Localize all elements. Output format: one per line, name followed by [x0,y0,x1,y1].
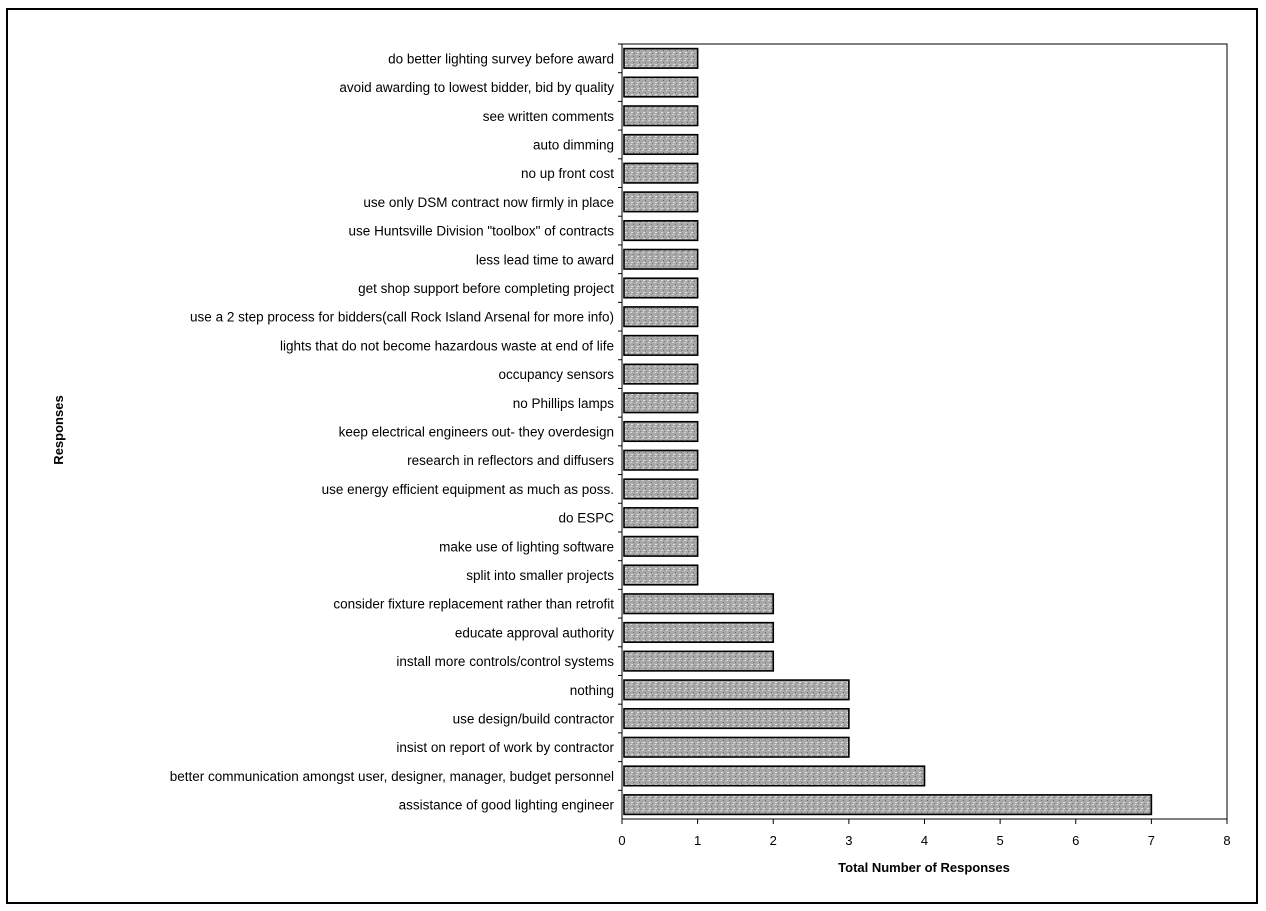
category-label: use only DSM contract now firmly in plac… [363,195,614,210]
category-label: do ESPC [558,511,614,526]
category-label: occupancy sensors [498,367,614,382]
x-tick-label: 7 [1148,833,1155,848]
x-tick-label: 2 [770,833,777,848]
x-tick-label: 5 [997,833,1004,848]
bar [623,220,699,242]
x-ticks-group: 0 1 2 3 4 5 6 7 8 [618,819,1231,848]
y-axis-title: Responses [51,395,66,464]
category-label: assistance of good lighting engineer [399,798,615,813]
x-tick-label: 0 [618,833,625,848]
bar [623,765,926,787]
category-label: use design/build contractor [453,712,615,727]
bar [623,593,775,615]
category-label: install more controls/control systems [396,654,614,669]
category-label: split into smaller projects [466,568,614,583]
bar [623,306,699,328]
bar [623,535,699,557]
bar [623,449,699,471]
bar [623,191,699,213]
category-label: use energy efficient equipment as much a… [322,482,614,497]
plot-area [621,43,1228,820]
category-label: use a 2 step process for bidders(call Ro… [190,310,614,325]
category-label: use Huntsville Division "toolbox" of con… [349,224,615,239]
category-label: consider fixture replacement rather than… [333,597,614,612]
category-label: get shop support before completing proje… [358,281,614,296]
category-label: do better lighting survey before award [388,51,614,66]
bar [623,478,699,500]
category-label: keep electrical engineers out- they over… [339,425,614,440]
bar [623,420,699,443]
category-label: better communication amongst user, desig… [170,769,614,784]
bar [623,105,699,127]
x-tick-label: 1 [694,833,701,848]
bar [623,564,699,586]
category-label: no up front cost [521,166,614,181]
category-label: research in reflectors and diffusers [407,453,614,468]
x-tick-label: 8 [1223,833,1230,848]
category-labels-group: do better lighting survey before award av… [170,51,615,812]
bar [623,334,699,356]
bar [623,47,699,69]
category-label: educate approval authority [455,625,614,640]
bar [623,392,699,414]
bar [623,248,699,270]
category-label: insist on report of work by contractor [396,740,614,755]
category-label: make use of lighting software [439,539,614,554]
category-label: less lead time to award [476,252,614,267]
bar [623,621,775,643]
category-label: auto dimming [533,137,614,152]
x-tick-label: 4 [921,833,928,848]
bar [623,736,850,758]
category-label: no Phillips lamps [513,396,615,411]
bar [623,133,699,156]
bar [623,277,699,299]
bar [623,76,699,98]
bar [623,794,1153,816]
category-label: see written comments [483,109,615,124]
category-label: avoid awarding to lowest bidder, bid by … [339,80,614,95]
bar [623,507,699,529]
x-tick-label: 6 [1072,833,1079,848]
category-label: nothing [570,683,614,698]
bar [623,650,775,672]
bar [623,363,699,385]
bar [623,162,699,184]
bars-group [618,43,1153,816]
bar [623,679,850,701]
bar [623,707,850,730]
x-axis-title: Total Number of Responses [838,860,1010,875]
category-label: lights that do not become hazardous wast… [280,338,614,353]
x-tick-label: 3 [845,833,852,848]
